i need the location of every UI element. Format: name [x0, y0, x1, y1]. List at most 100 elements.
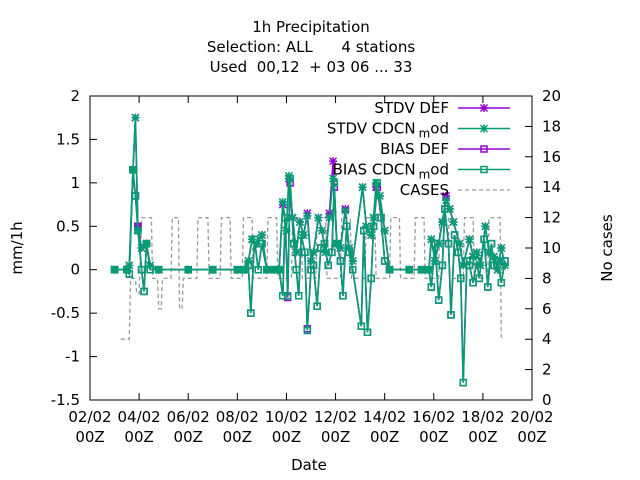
chart-title-line-2: Selection: ALL 4 stations: [207, 38, 415, 56]
series-bias-cdcn-point: [209, 265, 217, 274]
series-stdv-cdcn-point: [449, 217, 458, 226]
series-bias-cdcn-point: [345, 248, 353, 257]
y2-tick-label: 12: [542, 209, 561, 227]
series-bias-cdcn-point: [233, 265, 242, 274]
series-stdv-def-point: [329, 157, 338, 166]
series-stdv-cdcn-point: [430, 256, 440, 266]
series-stdv-cdcn-point: [325, 213, 334, 222]
series-bias-cdcn-point: [348, 265, 357, 274]
y-tick-label: 1: [70, 174, 80, 192]
y-tick-label: 1.5: [56, 130, 80, 148]
series-bias-cdcn-point: [146, 265, 154, 274]
series-bias-cdcn-markers: [110, 166, 509, 387]
x-tick-label-date: 14/02: [363, 408, 406, 426]
series-bias-cdcn-point: [292, 265, 301, 274]
series-bias-cdcn-point: [469, 278, 477, 287]
y-tick-label: 0.5: [56, 217, 80, 235]
series-bias-cdcn-point: [330, 179, 339, 187]
series-bias-cdcn-point: [493, 257, 502, 265]
legend-item: CASES: [400, 181, 510, 199]
series-bias-cdcn-point: [427, 283, 436, 291]
series-bias-cdcn-point: [247, 309, 255, 317]
series-stdv-cdcn-point: [295, 217, 304, 226]
series-bias-cdcn-point: [417, 265, 426, 274]
legend-swatch-marker: [479, 124, 489, 133]
x-tick-label-date: 04/02: [117, 408, 160, 426]
legend-swatch-marker: [480, 165, 488, 174]
x-tick-label-hour: 00Z: [75, 428, 104, 446]
series-bias-cdcn-point: [369, 222, 378, 231]
series-bias-cdcn-point: [360, 226, 368, 235]
y2-tick-label: 14: [542, 178, 561, 196]
series-stdv-cdcn-point: [341, 206, 350, 215]
series-bias-cdcn-point: [441, 205, 449, 213]
series-stdv-cdcn-point: [497, 243, 506, 253]
x-tick-label-date: 18/02: [461, 408, 504, 426]
series-bias-cdcn-point: [363, 328, 372, 337]
series-bias-cdcn-point: [377, 213, 385, 222]
x-tick-label-date: 02/02: [68, 408, 111, 426]
series-bias-cdcn-point: [134, 226, 142, 235]
series-bias-cdcn-point: [447, 311, 455, 319]
x-tick-label-hour: 00Z: [517, 428, 546, 446]
x-tick-label-date: 20/02: [510, 408, 553, 426]
series-bias-cdcn-point: [367, 274, 375, 283]
series-bias-cdcn-point: [250, 235, 259, 244]
x-axis-tick-labels: 02/02 00Z 04/02 00Z 06/02 00Z 08/02 00Z 10/02 00Z…: [68, 408, 553, 446]
series-bias-cdcn-point: [320, 239, 329, 248]
series-stdv-cdcn-point: [442, 196, 451, 205]
legend-label: CASES: [400, 181, 449, 199]
series-bias-cdcn-point: [294, 292, 303, 300]
y-tick-label: -0.5: [51, 304, 80, 322]
series-bias-cdcn-point: [140, 287, 148, 296]
x-tick-label-hour: 00Z: [321, 428, 350, 446]
series-bias-cdcn-point: [324, 261, 332, 270]
series-bias-cdcn-point: [339, 292, 347, 300]
legend-label-main: STDV DEF: [374, 99, 449, 117]
series-bias-cdcn-point: [473, 257, 481, 265]
series-bias-cdcn-point: [357, 322, 366, 330]
series-layer: [110, 113, 510, 387]
y-tick-label: -1.5: [51, 391, 80, 409]
series-stdv-cdcn-point: [318, 226, 327, 235]
x-tick-label-hour: 00Z: [124, 428, 153, 446]
series-bias-cdcn-point: [303, 326, 312, 335]
series-bias-cdcn-point: [450, 231, 459, 239]
y-axis-tick-labels: -1.5 -1 -0.5 0 0.5 1 1.5 2: [51, 87, 80, 409]
legend-label-main: CASES: [400, 181, 449, 199]
series-bias-cdcn-point: [342, 222, 351, 231]
y2-tick-label: 18: [542, 117, 561, 135]
series-stdv-cdcn-point: [472, 248, 481, 257]
series-bias-cdcn-point: [328, 248, 336, 257]
x-tick-label-hour: 00Z: [174, 428, 203, 446]
series-bias-cdcn-point: [480, 235, 488, 244]
y-tick-label: 0: [70, 261, 80, 279]
series-stdv-cdcn-point: [481, 222, 490, 231]
y2-tick-label: 0: [542, 391, 552, 409]
series-stdv-cdcn-point: [278, 197, 287, 206]
series-stdv-cdcn-point: [375, 191, 384, 200]
series-bias-cdcn-point: [497, 278, 506, 287]
series-bias-cdcn-point: [290, 239, 298, 248]
series-bias-cdcn-point: [131, 192, 140, 200]
legend-label-tail: od: [430, 120, 449, 138]
series-bias-cdcn-point: [444, 239, 453, 248]
series-bias-cdcn-point: [405, 265, 413, 274]
series-bias-cdcn-point: [254, 265, 262, 274]
series-bias-cdcn-point: [129, 166, 137, 174]
legend-item: BIAS DEF: [380, 140, 510, 158]
series-bias-cdcn-point: [110, 265, 119, 274]
x-tick-label-hour: 00Z: [272, 428, 301, 446]
y-tick-label: 2: [70, 87, 80, 105]
y2-tick-label: 6: [542, 300, 552, 318]
y-tick-label: -1: [65, 348, 80, 366]
series-bias-cdcn-point: [459, 378, 467, 387]
series-bias-cdcn-point: [425, 265, 433, 274]
series-bias-cdcn-point: [313, 302, 321, 310]
series-bias-cdcn-point: [380, 257, 389, 265]
series-bias-cdcn-point: [333, 239, 341, 248]
series-bias-cdcn-point: [484, 283, 492, 291]
series-bias-cdcn-point: [142, 239, 151, 248]
x-tick-label-date: 10/02: [265, 408, 308, 426]
